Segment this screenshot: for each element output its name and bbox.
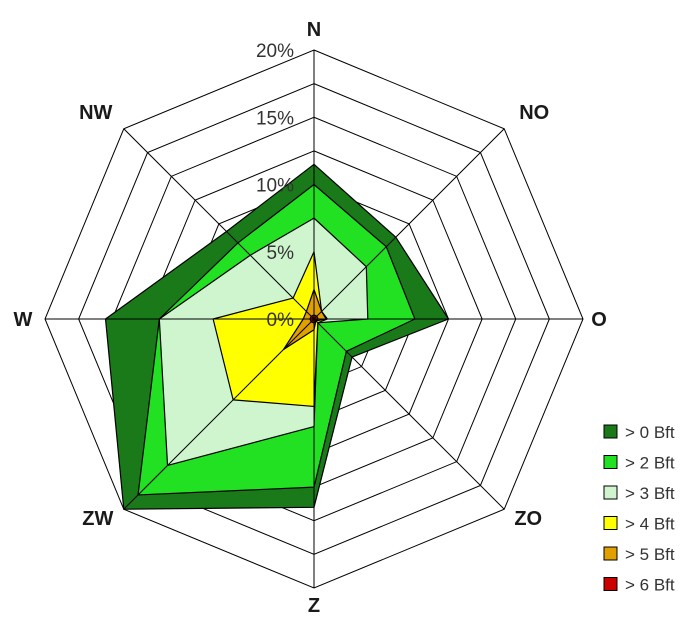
legend-label-6-bft: > 6 Bft [625, 576, 675, 595]
legend-swatch-5-bft [603, 546, 618, 561]
direction-label-zo: ZO [514, 508, 542, 530]
spoke-zo [313, 318, 505, 510]
chart-tick-labels: 0% 5% 10% 15% 20% [256, 41, 294, 331]
chart-direction-labels: N NO O ZO Z ZW W NW [14, 19, 607, 617]
legend-label-2-bft: > 2 Bft [625, 454, 675, 473]
spoke-nw [123, 128, 315, 320]
legend-swatch-6-bft [603, 577, 618, 591]
tick-label: 0% [267, 310, 295, 331]
direction-label-w: W [14, 309, 33, 331]
legend-label-5-bft: > 5 Bft [625, 545, 675, 564]
spoke-zw [123, 318, 315, 510]
direction-label-o: O [591, 309, 607, 331]
chart-series [104, 163, 450, 510]
direction-label-nw: NW [79, 102, 112, 124]
tick-label: 15% [256, 108, 294, 129]
chart-legend: > 0 Bft > 2 Bft > 3 Bft > 4 Bft > 5 Bft > 6 B… [603, 423, 675, 595]
spoke-no [313, 128, 505, 320]
legend-swatch-2-bft [603, 455, 618, 469]
legend-swatch-0-bft [603, 424, 618, 439]
direction-label-n: N [307, 19, 321, 41]
legend-swatch-4-bft [603, 516, 618, 530]
tick-label: 20% [256, 41, 294, 62]
legend-label-3-bft: > 3 Bft [625, 484, 675, 503]
tick-label: 10% [256, 176, 294, 197]
direction-label-zw: ZW [82, 508, 113, 530]
direction-label-no: NO [519, 102, 549, 124]
direction-label-z: Z [308, 595, 320, 617]
tick-label: 5% [267, 243, 295, 264]
legend-label-4-bft: > 4 Bft [625, 515, 675, 534]
legend-label-0-bft: > 0 Bft [625, 423, 675, 442]
chart-spokes [45, 50, 583, 588]
legend-swatch-3-bft [603, 485, 618, 500]
